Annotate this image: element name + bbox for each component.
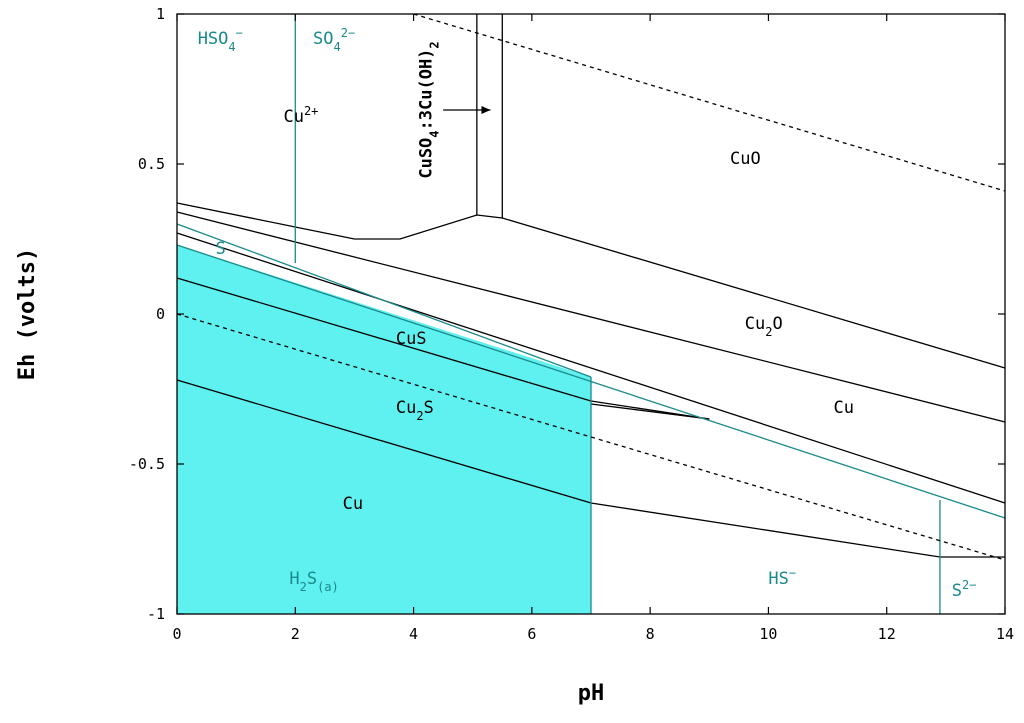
y-tick-label: 1 [156,5,165,23]
region-label-hso4: HSO4− [198,26,243,54]
x-tick-label: 4 [409,625,418,643]
boundary-line-e [176,379,1005,558]
boundary-line-b [176,211,1006,423]
y-tick-label: 0 [156,305,165,323]
region-label-cu2plus: Cu2+ [283,104,318,127]
boundary-line-c [176,232,1006,504]
boundary-line-w1 [413,13,1006,192]
y-tick-label: -0.5 [129,455,165,473]
region-label-cu_left: Cu [343,494,363,514]
h2s-shaded-region [177,245,591,614]
region-label-s2minus: S2− [952,578,977,601]
x-tick-label: 10 [759,625,777,643]
x-tick-label: 12 [878,625,896,643]
region-labels-layer: HSO4− SO42−Cu2+CuSO4:3Cu(OH)2CuOCu2OCuSCu… [198,26,977,601]
x-tick-label: 14 [996,625,1014,643]
boundary-line-a [176,202,1006,369]
region-label-h2s: H2S(a) [289,569,338,594]
y-tick-label: -1 [147,605,165,623]
region-label-hs: HS− [768,566,796,589]
y-tick-label: 0.5 [138,155,165,173]
region-label-cu_right: Cu [833,398,853,418]
x-tick-label: 8 [646,625,655,643]
x-axis-label: pH [578,681,605,706]
boundary-line-s1 [176,223,592,378]
arrow-head [481,106,491,114]
x-tick-label: 6 [527,625,536,643]
y-axis-label: Eh (volts) [15,248,40,380]
region-label-cu2o: Cu2O [745,314,783,339]
region-label-cu2s: Cu2S [396,398,434,423]
region-label-cus: CuS [396,329,427,349]
x-tick-label: 0 [172,625,181,643]
region-label-so4: SO42− [313,26,355,54]
shaded-region-layer [177,245,591,614]
boundary-lines-layer [176,13,1006,614]
region-label-s_label: S [215,239,225,259]
region-label-cuo: CuO [730,149,761,169]
region-label-cuso4: CuSO4:3Cu(OH)2 [416,41,441,178]
boundary-line-f [590,403,710,420]
arrow-layer [443,106,491,114]
axis-ticks-layer: 0 2 4 6 8 10 12 14 -1 -0.5 0 0.5 1 [129,5,1014,643]
x-tick-label: 2 [291,625,300,643]
